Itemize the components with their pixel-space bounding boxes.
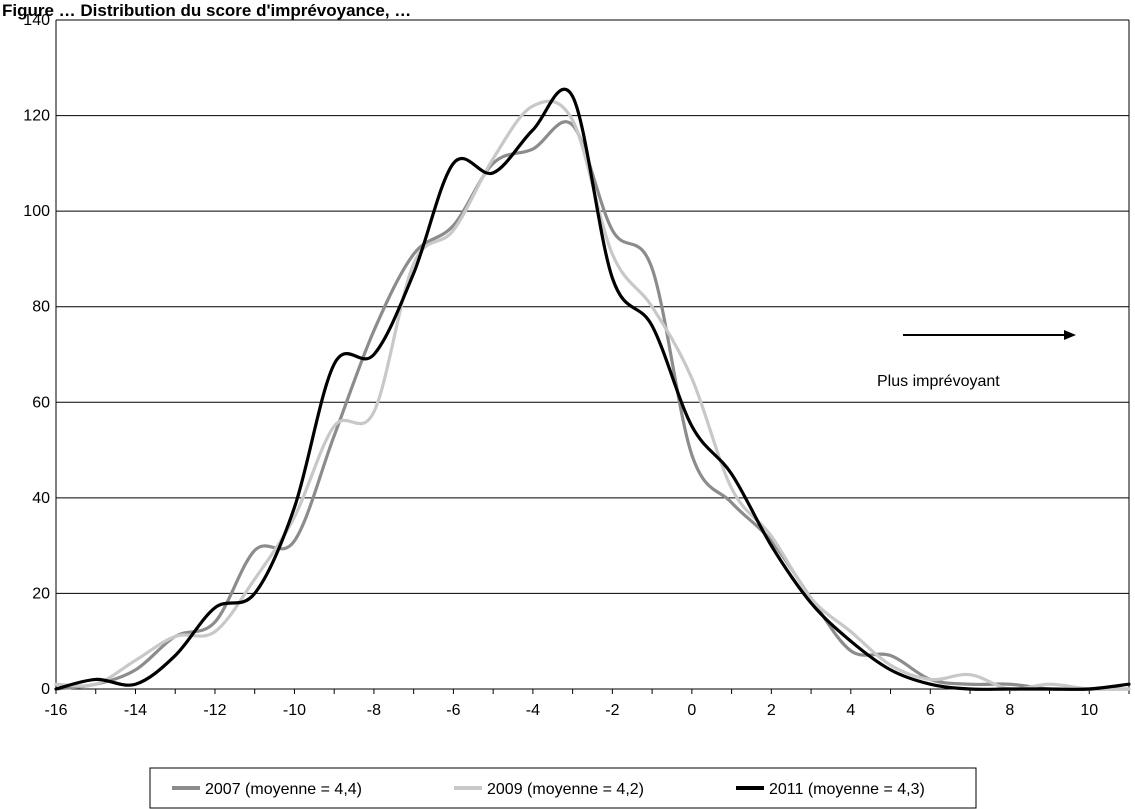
x-tick-label: 8: [1005, 702, 1014, 719]
x-tick-label: 6: [926, 702, 935, 719]
series-line-1: [54, 120, 1131, 691]
legend: 2007 (moyenne = 4,4) 2009 (moyenne = 4,2)…: [149, 767, 977, 809]
x-tick-label: -2: [605, 702, 619, 719]
series-line-3: [54, 87, 1131, 691]
annotation-label: Plus imprévoyant: [877, 373, 1000, 390]
annotation: Plus imprévoyant: [877, 330, 1076, 390]
y-tick-label: 0: [41, 681, 50, 698]
y-tick-label: 100: [23, 203, 50, 220]
x-tick-label: -14: [124, 702, 147, 719]
y-tick-label: 60: [32, 394, 50, 411]
y-tick-label: 40: [32, 490, 50, 507]
annotation-arrowhead: [1064, 330, 1076, 340]
x-tick-label: -10: [283, 702, 306, 719]
x-tick-label: 2: [767, 702, 776, 719]
legend-label-2: 2009 (moyenne = 4,2): [487, 781, 644, 798]
x-tick-label: -16: [44, 702, 67, 719]
legend-box: [149, 767, 977, 809]
y-tick-label: 140: [23, 12, 50, 29]
y-tick-label: 120: [23, 108, 50, 125]
x-tick-label: -8: [367, 702, 381, 719]
grid-lines: [56, 19, 1129, 594]
x-tick-label: 10: [1080, 702, 1098, 719]
series-line-2: [54, 99, 1131, 691]
x-tick-label: -12: [203, 702, 226, 719]
y-tick-label: 20: [32, 585, 50, 602]
legend-label-3: 2011 (moyenne = 4,3): [769, 781, 925, 798]
x-tick-label: 0: [687, 702, 696, 719]
x-tick-label: 4: [846, 702, 855, 719]
series-lines: [54, 87, 1131, 691]
legend-label-1: 2007 (moyenne = 4,4): [205, 781, 362, 798]
axes: 0 20 40 60 80 100 120 140 -16 -14 -12 -10 -8 -6 -4 -2 0 2…: [23, 12, 1130, 719]
chart-title: Figure … Distribution du score d'imprévo…: [2, 1, 411, 20]
x-tick-label: -4: [526, 702, 540, 719]
x-tick-label: -6: [446, 702, 460, 719]
y-tick-label: 80: [32, 299, 50, 316]
